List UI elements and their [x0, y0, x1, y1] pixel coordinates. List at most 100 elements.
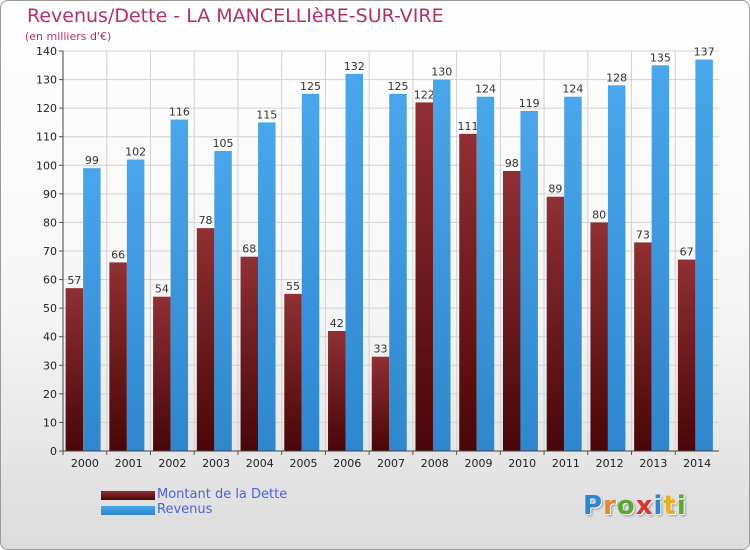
x-tick-label: 2002 [158, 457, 186, 470]
y-tick-label: 120 [36, 102, 57, 115]
y-tick-label: 30 [43, 359, 57, 372]
proxiti-logo: Proxiti [583, 491, 687, 521]
bar-revenus [258, 122, 276, 451]
x-tick-label: 2008 [421, 457, 449, 470]
bar-dette [459, 133, 477, 451]
bar-dette [153, 296, 171, 451]
y-tick-label: 50 [43, 302, 57, 315]
bar-dette [284, 293, 302, 451]
bar-dette [546, 196, 565, 451]
bar-dette [65, 288, 84, 451]
bar-revenus [476, 96, 495, 451]
data-label-revenus: 99 [85, 154, 99, 167]
bar-revenus [345, 73, 364, 451]
bar-revenus [520, 111, 538, 451]
data-label-dette: 98 [505, 157, 519, 170]
bar-dette [109, 262, 127, 451]
data-label-dette: 80 [592, 208, 606, 221]
logo-letter: i [653, 491, 664, 521]
data-label-revenus: 124 [562, 83, 583, 96]
x-tick-label: 2014 [683, 457, 711, 470]
bar-dette [415, 102, 433, 451]
bar-revenus [83, 168, 101, 451]
data-label-revenus: 128 [606, 71, 627, 84]
data-label-dette: 55 [286, 280, 300, 293]
bar-revenus [389, 93, 407, 451]
bar-dette [196, 228, 215, 451]
data-label-revenus: 137 [694, 46, 715, 59]
data-label-dette: 111 [457, 120, 478, 133]
logo-letter: t [663, 491, 677, 521]
y-tick-label: 10 [43, 416, 57, 429]
y-tick-label: 90 [43, 188, 57, 201]
data-label-dette: 73 [636, 228, 650, 241]
bar-dette [634, 242, 652, 451]
x-tick-label: 2003 [202, 457, 230, 470]
y-tick-label: 40 [43, 331, 57, 344]
logo-letter: o [616, 491, 636, 521]
bar-revenus [170, 119, 189, 452]
data-label-revenus: 105 [213, 137, 234, 150]
data-label-dette: 57 [67, 274, 81, 287]
bar-revenus [126, 159, 145, 452]
x-tick-label: 2000 [71, 457, 99, 470]
data-label-dette: 67 [680, 246, 694, 259]
legend-swatch-debt [101, 491, 155, 500]
x-tick-label: 2013 [639, 457, 667, 470]
x-tick-label: 2012 [596, 457, 624, 470]
x-tick-label: 2004 [246, 457, 274, 470]
logo-letter: i [676, 491, 687, 521]
chart-title: Revenus/Dette - LA MANCELLIèRE-SUR-VIRE [27, 5, 444, 27]
data-label-revenus: 115 [256, 108, 277, 121]
y-tick-label: 20 [43, 388, 57, 401]
data-label-revenus: 102 [125, 146, 146, 159]
x-tick-label: 2007 [377, 457, 405, 470]
data-label-dette: 78 [199, 214, 213, 227]
y-tick-label: 80 [43, 216, 57, 229]
y-tick-label: 60 [43, 274, 57, 287]
data-label-dette: 89 [548, 183, 562, 196]
x-tick-label: 2006 [333, 457, 361, 470]
x-tick-label: 2011 [552, 457, 580, 470]
data-label-dette: 66 [111, 248, 125, 261]
y-tick-label: 140 [36, 45, 57, 58]
y-tick-label: 110 [36, 131, 57, 144]
x-tick-label: 2005 [290, 457, 318, 470]
legend-label-debt: Montant de la Dette [157, 487, 288, 502]
data-label-revenus: 119 [519, 97, 540, 110]
logo-letter: r [603, 491, 617, 521]
bar-revenus [432, 79, 451, 452]
data-label-dette: 33 [374, 343, 388, 356]
y-tick-label: 70 [43, 245, 57, 258]
bar-dette [502, 171, 521, 451]
data-label-dette: 42 [330, 317, 344, 330]
y-tick-label: 0 [50, 445, 57, 458]
bar-revenus [695, 59, 713, 451]
bar-dette [371, 356, 390, 451]
logo-letter: x [635, 491, 654, 521]
bar-revenus [214, 151, 232, 451]
data-label-revenus: 124 [475, 83, 496, 96]
x-tick-label: 2009 [464, 457, 492, 470]
data-label-revenus: 135 [650, 51, 671, 64]
logo-letter: P [583, 491, 604, 521]
bar-revenus [564, 96, 582, 451]
y-tick-label: 130 [36, 74, 57, 87]
data-label-dette: 54 [155, 283, 169, 296]
x-tick-label: 2001 [115, 457, 143, 470]
x-tick-label: 2010 [508, 457, 536, 470]
bar-dette [590, 222, 608, 451]
data-label-dette: 122 [414, 88, 435, 101]
data-label-revenus: 132 [344, 60, 365, 73]
data-label-dette: 68 [242, 243, 256, 256]
bar-revenus [301, 93, 320, 451]
data-label-revenus: 125 [387, 80, 408, 93]
data-label-revenus: 125 [300, 80, 321, 93]
bar-dette [328, 331, 346, 451]
bar-dette [677, 259, 696, 451]
y-tick-label: 100 [36, 159, 57, 172]
bar-revenus [651, 65, 670, 452]
legend-swatch-revenus [101, 506, 155, 515]
